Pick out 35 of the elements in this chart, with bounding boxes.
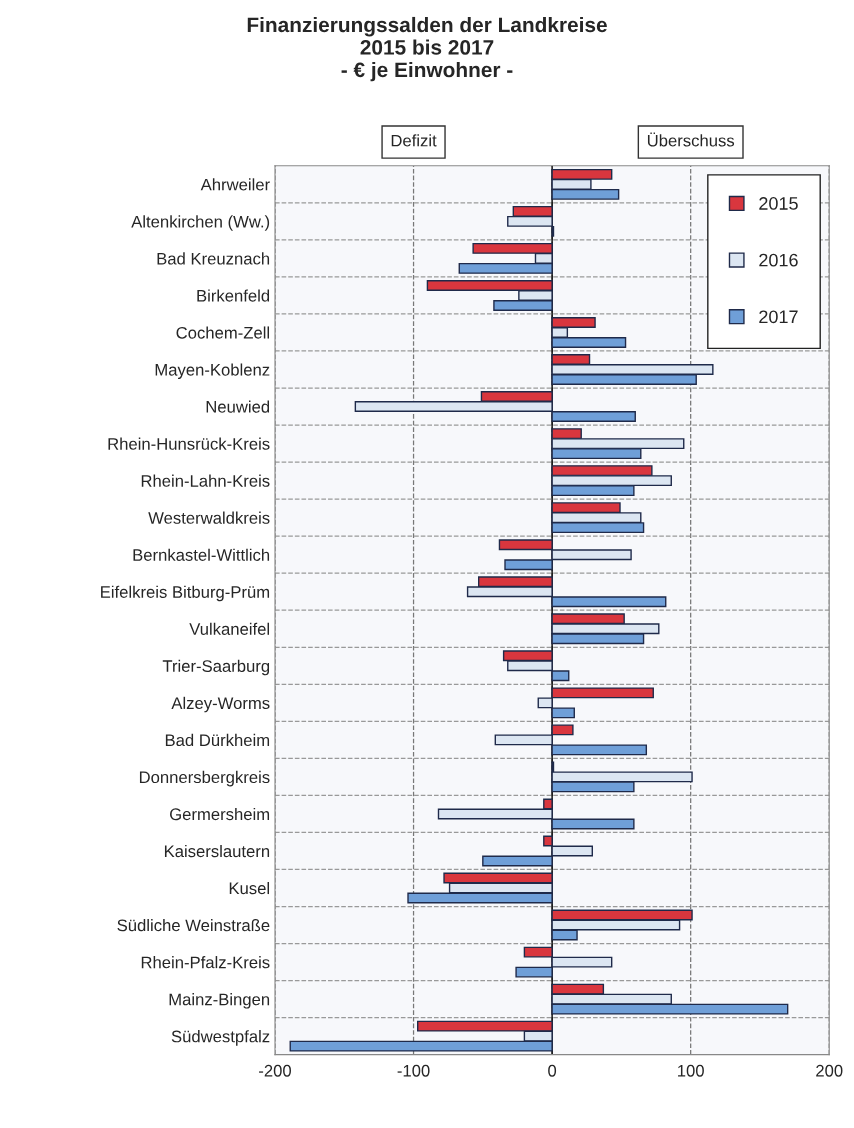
text: Überschuss	[647, 132, 735, 147]
x-tick-label: -100	[397, 1064, 430, 1077]
x-tick-label: 200	[816, 1064, 843, 1077]
legend-label: 2016	[759, 253, 798, 267]
x-tick-label: -200	[259, 1064, 292, 1077]
y-tick-label: Bernkastel-Wittlich	[133, 548, 270, 561]
y-tick-label: Altenkirchen (Ww.)	[131, 215, 270, 231]
y-tick-label: Eifelkreis Bitburg-Prüm	[101, 585, 270, 602]
y-tick-label: Bad Kreuznach	[157, 252, 270, 265]
y-tick-label: Cochem-Zell	[176, 326, 270, 339]
y-tick-label: Ahrweiler	[200, 178, 270, 191]
y-tick-label: Trier-Saarburg	[162, 659, 270, 676]
y-tick-label: Südliche Weinstraße	[117, 919, 270, 932]
y-tick-label: Südwestpfalz	[171, 1030, 270, 1046]
y-tick-label: Neuwied	[206, 400, 270, 413]
y-tick-label: Rhein-Hunsrück-Kreis	[108, 437, 270, 450]
x-tick-label: 100	[678, 1064, 704, 1077]
legend-label: 2017	[759, 310, 798, 324]
y-tick-label: Vulkaneifel	[189, 622, 270, 635]
y-tick-label: Donnersbergkreis	[139, 770, 270, 787]
y-tick-label: Alzey-Worms	[171, 696, 270, 713]
y-tick-label: Rhein-Pfalz-Kreis	[141, 956, 270, 969]
x-tick-label: 0	[548, 1064, 557, 1077]
y-tick-label: Kusel	[229, 881, 270, 895]
y-tick-label: Westerwaldkreis	[148, 511, 270, 524]
y-tick-label: Germersheim	[170, 807, 270, 821]
y-tick-label: Kaiserslautern	[164, 844, 270, 858]
y-tick-label: Mayen-Koblenz	[155, 363, 270, 380]
y-tick-label: Rhein-Lahn-Kreis	[141, 474, 270, 487]
y-tick-label: Mainz-Bingen	[169, 993, 270, 1009]
chart-title: Finanzierungssalden der Landkreise 2015 bis 2017 - € je Einwohner -	[247, 16, 607, 82]
legend-label: 2015	[759, 197, 798, 210]
y-tick-label: Bad Dürkheim	[165, 733, 270, 747]
y-tick-label: Birkenfeld	[197, 289, 270, 302]
text: Defizit	[391, 134, 437, 147]
